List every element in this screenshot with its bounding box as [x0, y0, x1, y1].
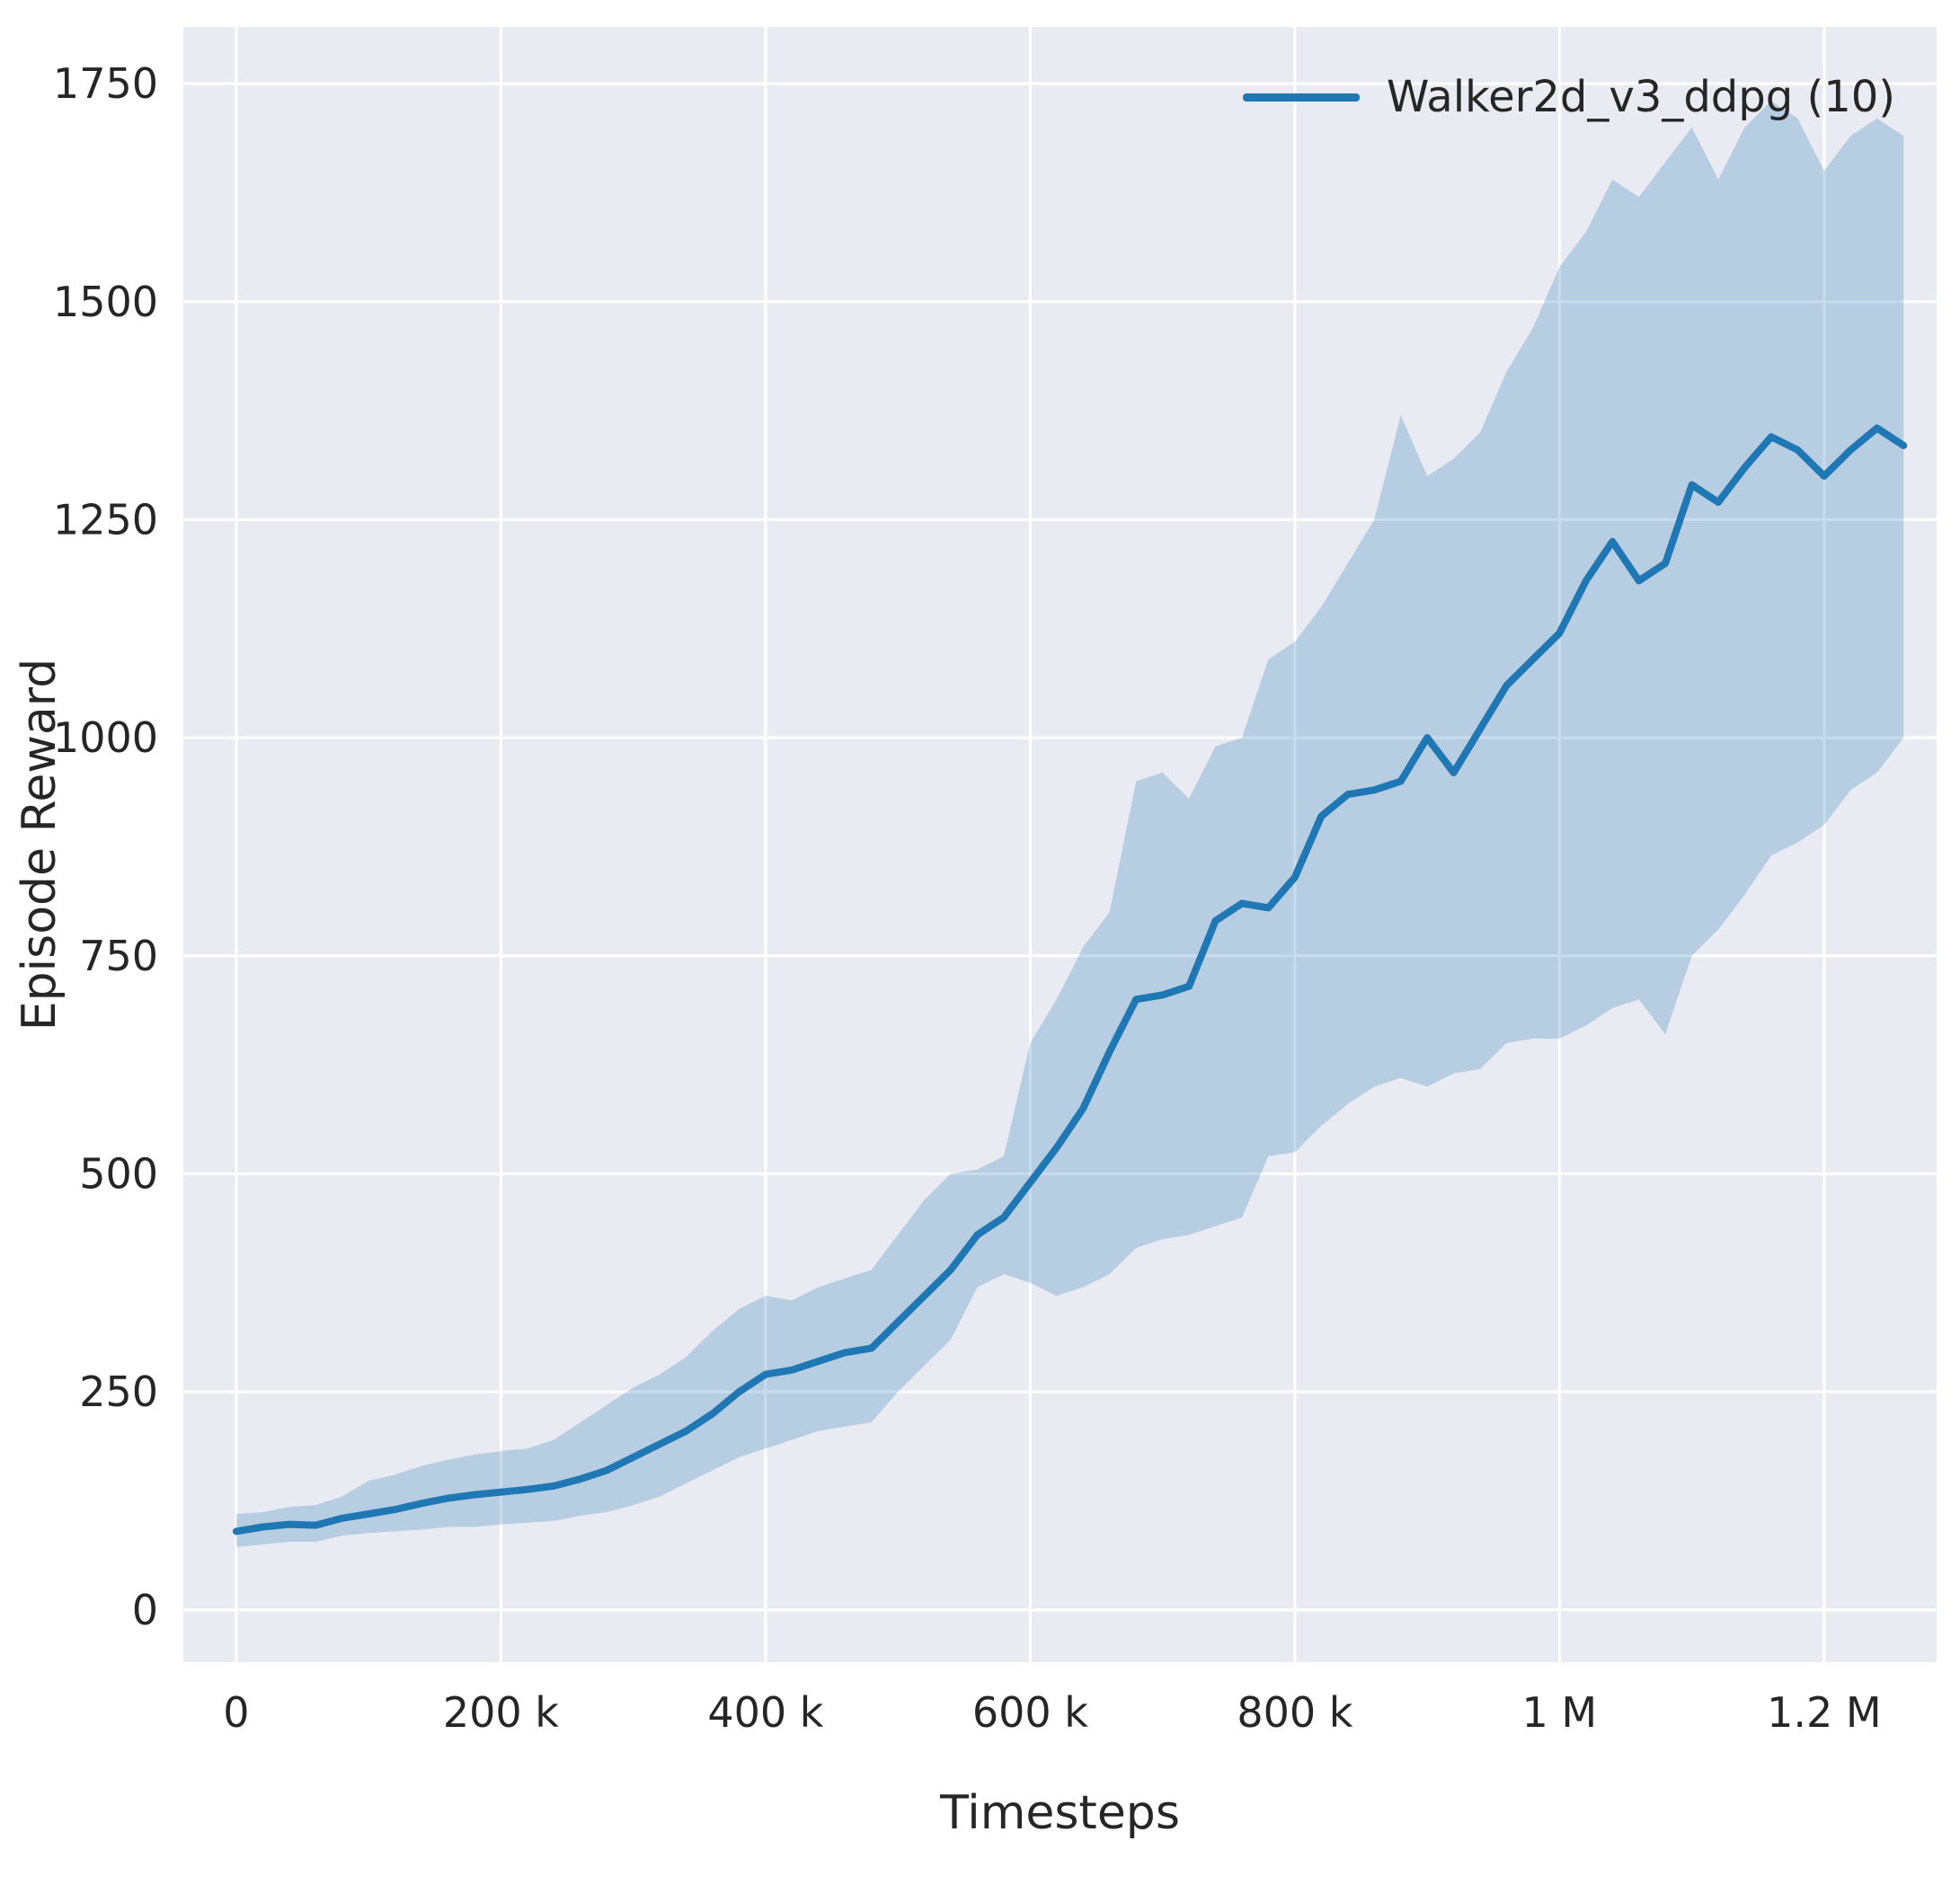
tick-label: 1750: [53, 59, 158, 108]
legend-label: Walker2d_v3_ddpg (10): [1386, 72, 1895, 122]
tick-label: 250: [79, 1367, 158, 1416]
tick-label: 0: [223, 1688, 249, 1737]
tick-label: 1500: [53, 278, 158, 326]
tick-label: 750: [79, 932, 158, 980]
y-axis-label-text: Episode Reward: [13, 658, 67, 1031]
tick-label: 1250: [53, 495, 158, 544]
grid-lines: [183, 27, 1937, 1662]
legend-line-sample: [1242, 93, 1360, 102]
tick-label: 800 k: [1237, 1688, 1352, 1737]
mean-reward-line: [232, 424, 1908, 1535]
tick-label: 600 k: [972, 1688, 1088, 1737]
tick-label: 200 k: [443, 1688, 559, 1737]
legend: Walker2d_v3_ddpg (10): [1242, 72, 1895, 122]
tick-label: 0: [132, 1586, 158, 1634]
y-axis-label: Episode Reward: [7, 27, 72, 1662]
tick-label: 1000: [53, 713, 158, 762]
tick-label: 500: [79, 1149, 158, 1198]
tick-label: 1.2 M: [1767, 1688, 1881, 1737]
confidence-band: [235, 101, 1904, 1547]
x-axis-label: Timesteps: [940, 1786, 1180, 1840]
tick-label: 1 M: [1522, 1688, 1598, 1737]
plot-background: [183, 27, 1937, 1662]
x-tick-labels: 0 200 k 400 k 600 k 800 k 1 M 1.2 M: [223, 1688, 1881, 1737]
tick-label: 400 k: [707, 1688, 823, 1737]
y-tick-labels: 0 250 500 750 1000 1250 1500 1750: [53, 59, 158, 1634]
